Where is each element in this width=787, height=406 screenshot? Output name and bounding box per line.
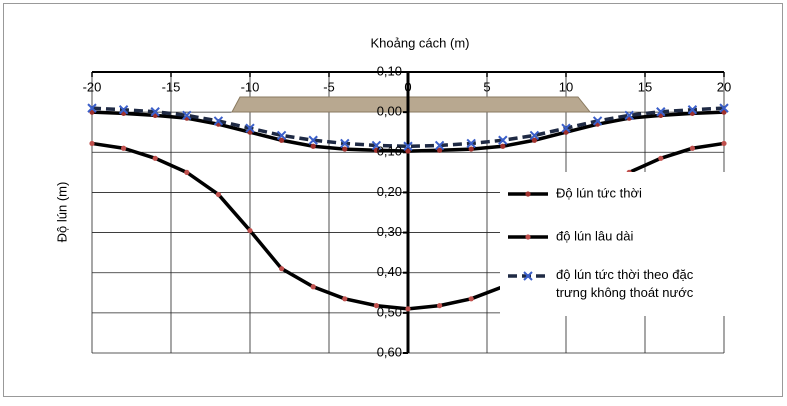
y-tick-label: 0,40 bbox=[377, 264, 402, 279]
marker bbox=[373, 303, 379, 309]
marker bbox=[468, 146, 474, 152]
marker bbox=[721, 140, 727, 147]
marker bbox=[342, 296, 348, 302]
y-tick-label: 0,60 bbox=[377, 344, 402, 359]
y-tick-label: -0,10 bbox=[372, 63, 402, 78]
marker bbox=[523, 271, 533, 281]
marker bbox=[215, 191, 221, 198]
marker bbox=[500, 143, 506, 149]
x-tick-label: 5 bbox=[483, 79, 490, 94]
marker bbox=[687, 105, 698, 115]
marker bbox=[373, 147, 379, 153]
marker bbox=[150, 107, 160, 117]
marker bbox=[340, 138, 350, 149]
legend: Độ lún tức thời độ lún lâu dài độ lún tức … bbox=[500, 172, 762, 316]
marker bbox=[405, 306, 411, 312]
x-tick-label: 15 bbox=[638, 79, 652, 94]
marker bbox=[182, 110, 192, 121]
marker bbox=[561, 123, 571, 133]
y-axis-title: Độ lún (m) bbox=[54, 182, 69, 243]
marker bbox=[403, 141, 413, 151]
marker bbox=[656, 107, 666, 117]
marker bbox=[184, 169, 190, 175]
marker bbox=[89, 140, 95, 147]
marker bbox=[525, 191, 531, 197]
marker bbox=[279, 137, 285, 143]
marker bbox=[152, 155, 158, 161]
marker bbox=[247, 227, 253, 234]
marker bbox=[213, 116, 224, 126]
y-tick-label: 0,30 bbox=[377, 224, 402, 239]
marker bbox=[310, 284, 316, 290]
x-tick-label: -15 bbox=[162, 79, 181, 94]
legend-label: độ lún tức thời theo đặc trưng không thoá… bbox=[556, 267, 694, 300]
y-tick-label: 0,50 bbox=[377, 304, 402, 319]
marker bbox=[721, 109, 727, 115]
marker bbox=[87, 103, 97, 113]
marker bbox=[563, 129, 569, 135]
marker bbox=[276, 130, 287, 141]
x-tick-label: 0 bbox=[404, 79, 411, 94]
marker bbox=[529, 130, 540, 141]
marker bbox=[308, 135, 318, 145]
marker bbox=[525, 234, 531, 240]
marker bbox=[437, 303, 443, 309]
marker bbox=[310, 143, 316, 149]
marker bbox=[498, 135, 508, 145]
marker bbox=[531, 137, 538, 143]
marker bbox=[245, 123, 255, 133]
marker bbox=[89, 109, 95, 115]
marker bbox=[247, 129, 253, 135]
y-tick-label: 0,00 bbox=[377, 104, 402, 119]
marker bbox=[468, 296, 474, 302]
y-tick-label: 0,10 bbox=[377, 144, 402, 159]
legend-label: độ lún lâu dài bbox=[556, 228, 633, 243]
x-tick-label: -10 bbox=[241, 79, 260, 94]
x-axis-title: Khoảng cách (m) bbox=[371, 35, 470, 50]
marker bbox=[279, 266, 285, 272]
x-tick-label: -20 bbox=[83, 79, 102, 94]
marker bbox=[624, 110, 634, 121]
marker bbox=[719, 103, 729, 113]
marker bbox=[658, 155, 664, 161]
marker bbox=[437, 147, 443, 153]
legend-box bbox=[500, 172, 762, 316]
marker bbox=[466, 138, 476, 149]
legend-label: Độ lún tức thời bbox=[556, 185, 642, 200]
series-line bbox=[91, 106, 725, 149]
marker bbox=[121, 145, 127, 151]
marker bbox=[592, 116, 603, 126]
marker bbox=[371, 140, 382, 151]
x-tick-label: 20 bbox=[717, 79, 731, 94]
marker bbox=[689, 145, 696, 151]
marker bbox=[118, 105, 129, 115]
marker bbox=[342, 146, 348, 152]
marker bbox=[405, 148, 411, 154]
embankment bbox=[231, 96, 592, 113]
x-tick-label: -5 bbox=[323, 79, 335, 94]
marker bbox=[434, 140, 445, 151]
x-tick-label: 10 bbox=[559, 79, 573, 94]
y-tick-label: 0,20 bbox=[377, 184, 402, 199]
